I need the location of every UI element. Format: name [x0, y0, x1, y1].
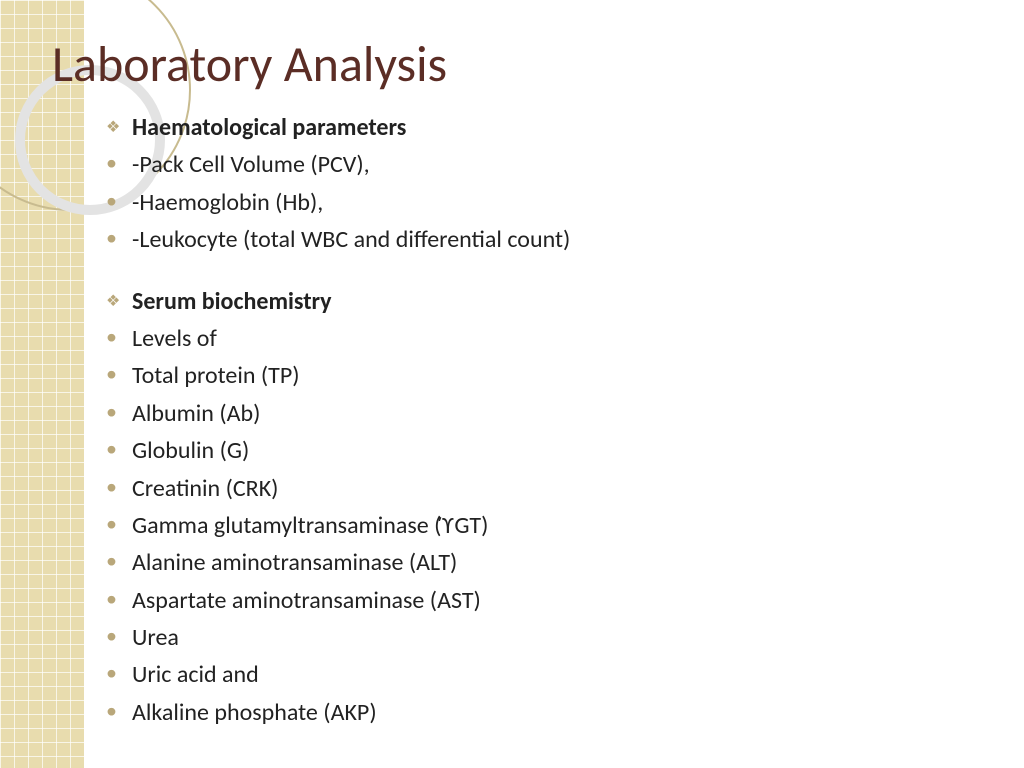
content-area: ❖Haematological parameters•-Pack Cell Vo…: [106, 112, 966, 734]
slide-title: Laboratory Analysis: [52, 34, 447, 95]
list-item: •Levels of: [106, 323, 966, 355]
list-item-text: Globulin (G): [132, 435, 249, 467]
list-item-text: -Pack Cell Volume (PCV),: [132, 149, 370, 181]
list-item: •Uric acid and: [106, 659, 966, 691]
list-item-text: Alkaline phosphate (AKP): [132, 697, 377, 729]
list-item-text: Gamma glutamyltransaminase (ϓGT): [132, 510, 488, 542]
dot-bullet-icon: •: [106, 585, 132, 610]
dot-bullet-icon: •: [106, 659, 132, 684]
dot-bullet-icon: •: [106, 622, 132, 647]
dot-bullet-icon: •: [106, 360, 132, 385]
list-item: •Globulin (G): [106, 435, 966, 467]
list-item-text: Albumin (Ab): [132, 398, 260, 430]
diamond-bullet-icon: ❖: [106, 112, 132, 139]
left-decor-band: [0, 0, 84, 768]
dot-bullet-icon: •: [106, 224, 132, 249]
list-item: •Urea: [106, 622, 966, 654]
list-item-text: Total protein (TP): [132, 360, 300, 392]
dot-bullet-icon: •: [106, 435, 132, 460]
list-item: •Gamma glutamyltransaminase (ϓGT): [106, 510, 966, 542]
dot-bullet-icon: •: [106, 547, 132, 572]
list-item-text: Levels of: [132, 323, 217, 355]
list-item-text: -Leukocyte (total WBC and differential c…: [132, 224, 570, 256]
list-item-text: -Haemoglobin (Hb),: [132, 187, 323, 219]
section-heading-row: ❖Haematological parameters: [106, 112, 966, 144]
dot-bullet-icon: •: [106, 323, 132, 348]
list-item: •Alanine aminotransaminase (ALT): [106, 547, 966, 579]
dot-bullet-icon: •: [106, 398, 132, 423]
dot-bullet-icon: •: [106, 697, 132, 722]
left-decor-grid: [0, 0, 84, 768]
dot-bullet-icon: •: [106, 510, 132, 535]
list-item-text: Creatinin (CRK): [132, 473, 278, 505]
list-item-text: Haematological parameters: [132, 112, 406, 144]
list-item-text: Urea: [132, 622, 179, 654]
list-item-text: Alanine aminotransaminase (ALT): [132, 547, 457, 579]
slide: Laboratory Analysis ❖Haematological para…: [0, 0, 1024, 768]
dot-bullet-icon: •: [106, 149, 132, 174]
list-item-text: Uric acid and: [132, 659, 259, 691]
diamond-bullet-icon: ❖: [106, 286, 132, 313]
list-item: •-Leukocyte (total WBC and differential …: [106, 224, 966, 256]
list-item: •Alkaline phosphate (AKP): [106, 697, 966, 729]
list-item: •Albumin (Ab): [106, 398, 966, 430]
list-item: •Creatinin (CRK): [106, 473, 966, 505]
blank-line: [106, 262, 966, 286]
list-item: •-Pack Cell Volume (PCV),: [106, 149, 966, 181]
dot-bullet-icon: •: [106, 187, 132, 212]
list-item-text: Aspartate aminotransaminase (AST): [132, 585, 481, 617]
list-item: •Aspartate aminotransaminase (AST): [106, 585, 966, 617]
section-heading-row: ❖Serum biochemistry: [106, 286, 966, 318]
list-item-text: Serum biochemistry: [132, 286, 332, 318]
list-item: •Total protein (TP): [106, 360, 966, 392]
list-item: •-Haemoglobin (Hb),: [106, 187, 966, 219]
dot-bullet-icon: •: [106, 473, 132, 498]
